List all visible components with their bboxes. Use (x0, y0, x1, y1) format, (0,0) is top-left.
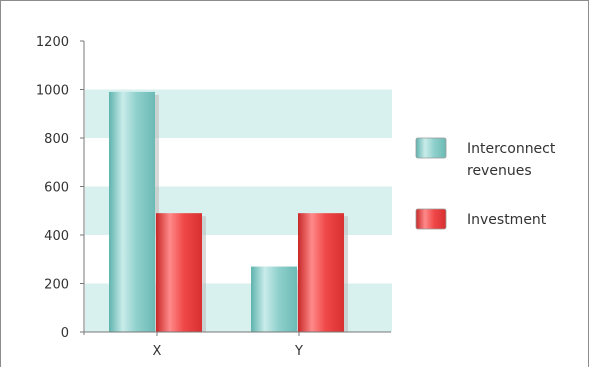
legend: Interconnect revenues Investment (415, 137, 556, 230)
bar-investment-x (156, 213, 202, 332)
y-tick-label: 0 (61, 326, 69, 341)
axes: 0 200 400 600 800 1000 1200 X Y (36, 35, 391, 359)
y-tick-label: 400 (44, 229, 69, 244)
legend-swatch (415, 137, 447, 159)
bar-interconnect-revenues-y (251, 266, 297, 332)
y-tick-label: 1200 (36, 35, 69, 50)
y-tick-label: 800 (44, 132, 69, 147)
y-tick-label: 600 (44, 181, 69, 196)
x-tick-label: X (153, 344, 162, 359)
legend-label: Investment (467, 212, 547, 228)
x-tick-label: Y (294, 344, 303, 359)
y-tick-label: 200 (44, 278, 69, 293)
bar-interconnect-revenues-x (109, 91, 155, 332)
y-tick-label: 1000 (36, 84, 69, 99)
bar-investment-y (298, 213, 344, 332)
legend-label: revenues (467, 163, 532, 179)
bars (109, 91, 348, 332)
legend-swatch (415, 208, 447, 230)
legend-label: Interconnect (467, 141, 556, 157)
